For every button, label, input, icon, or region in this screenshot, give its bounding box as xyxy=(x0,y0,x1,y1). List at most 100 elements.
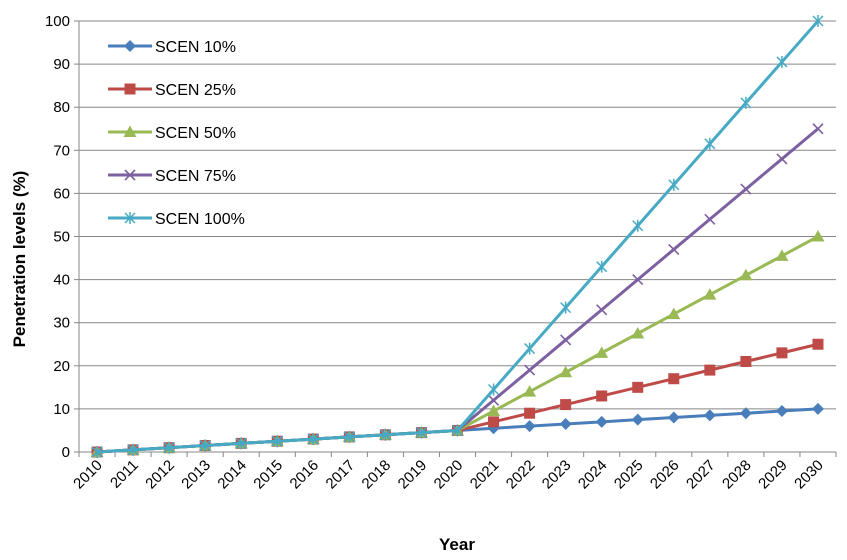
y-tick-label: 30 xyxy=(53,315,70,332)
x-tick-label: 2017 xyxy=(323,457,359,493)
x-tick-label: 2021 xyxy=(467,457,503,493)
gridlines xyxy=(79,20,836,453)
y-tick-label: 70 xyxy=(53,142,70,159)
legend-label: SCEN 75% xyxy=(155,168,236,185)
data-point xyxy=(595,346,609,358)
data-point xyxy=(524,342,536,355)
y-axis-title: Penetration levels (%) xyxy=(10,171,29,348)
data-point xyxy=(127,443,139,456)
x-tick-label: 2023 xyxy=(539,457,575,493)
data-point xyxy=(632,381,644,393)
data-point xyxy=(704,364,716,376)
data-point xyxy=(487,394,500,406)
data-point xyxy=(812,15,824,27)
legend-entry: SCEN 25% xyxy=(108,82,236,99)
data-point xyxy=(811,230,825,242)
legend-label: SCEN 100% xyxy=(155,211,245,228)
data-point xyxy=(775,249,789,261)
data-point xyxy=(740,96,752,109)
data-point xyxy=(124,83,136,95)
legend-entry: SCEN 10% xyxy=(108,39,236,56)
data-point xyxy=(704,213,716,225)
x-tick-label: 2025 xyxy=(611,457,647,493)
data-point xyxy=(776,347,788,359)
y-tick-label: 60 xyxy=(53,185,70,202)
data-point xyxy=(596,304,608,316)
data-point xyxy=(488,416,500,428)
series-scen-100- xyxy=(91,15,824,458)
data-point xyxy=(199,439,211,452)
data-point xyxy=(524,407,536,419)
data-point xyxy=(123,125,137,137)
data-point xyxy=(631,326,645,339)
data-point xyxy=(703,288,717,300)
data-point xyxy=(559,417,572,430)
series-scen-25- xyxy=(91,338,824,458)
data-point xyxy=(667,307,681,320)
legend-label: SCEN 25% xyxy=(155,82,236,99)
series-scen-50- xyxy=(90,230,825,457)
legend-label: SCEN 10% xyxy=(155,39,236,56)
x-tick-label: 2014 xyxy=(214,457,250,493)
data-point xyxy=(451,424,464,437)
data-point xyxy=(124,40,136,52)
data-point xyxy=(124,212,136,224)
y-tick-label: 100 xyxy=(45,13,70,30)
x-tick-label: 2026 xyxy=(647,457,683,493)
data-point xyxy=(559,365,573,378)
data-point xyxy=(739,407,752,420)
y-tick-label: 90 xyxy=(53,56,70,73)
data-point xyxy=(668,243,680,255)
data-point xyxy=(91,446,103,458)
data-point xyxy=(703,409,716,422)
data-point xyxy=(560,301,572,314)
data-point xyxy=(632,219,644,232)
x-tick-label: 2016 xyxy=(287,457,323,493)
x-axis: 2010 2011 2012 2013 2014 2015 2016 2017 2018 2019… xyxy=(70,451,837,493)
x-tick-label: 2015 xyxy=(250,457,286,493)
data-point xyxy=(488,383,500,396)
data-point xyxy=(667,411,680,424)
y-tick-label: 50 xyxy=(53,229,70,246)
data-point xyxy=(776,55,788,68)
data-point xyxy=(704,137,716,150)
x-tick-label: 2029 xyxy=(755,457,791,493)
data-point xyxy=(740,355,752,367)
x-tick-label: 2022 xyxy=(503,457,539,493)
data-point xyxy=(632,274,644,286)
x-tick-label: 2030 xyxy=(791,457,827,493)
legend: SCEN 10% SCEN 25% SCEN 50% SCEN 75% SCEN 100… xyxy=(108,39,245,228)
data-point xyxy=(596,260,608,273)
legend-entry: SCEN 100% xyxy=(108,211,245,228)
y-tick-label: 40 xyxy=(53,272,70,289)
y-tick-label: 20 xyxy=(53,358,70,375)
y-tick-label: 10 xyxy=(53,401,70,418)
data-point xyxy=(560,334,572,346)
data-point xyxy=(631,413,644,426)
data-point xyxy=(271,435,283,448)
data-point xyxy=(776,153,788,165)
data-point xyxy=(487,404,501,417)
y-axis: 0 10 20 30 40 50 60 70 80 90 100 xyxy=(45,13,80,461)
data-point xyxy=(668,178,680,191)
x-tick-label: 2028 xyxy=(719,457,755,493)
data-point xyxy=(668,373,680,385)
legend-label: SCEN 50% xyxy=(155,125,236,142)
data-point xyxy=(812,338,824,350)
data-point xyxy=(235,437,247,450)
data-point xyxy=(523,385,537,397)
data-point xyxy=(379,428,391,441)
x-tick-label: 2019 xyxy=(395,457,431,493)
data-point xyxy=(811,402,824,415)
x-tick-label: 2027 xyxy=(683,457,719,493)
data-point xyxy=(740,183,752,195)
data-point xyxy=(307,433,319,446)
data-point xyxy=(596,390,608,402)
data-point xyxy=(739,268,753,281)
data-point xyxy=(523,420,536,433)
x-tick-label: 2013 xyxy=(178,457,214,493)
x-tick-label: 2010 xyxy=(70,457,106,493)
data-point xyxy=(560,399,572,411)
x-tick-label: 2011 xyxy=(107,457,142,492)
